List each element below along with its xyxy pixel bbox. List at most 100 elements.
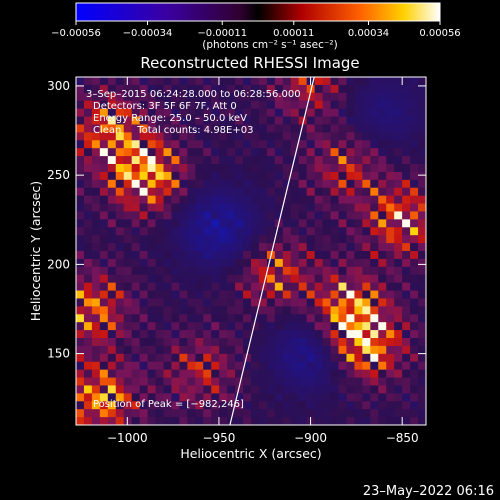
heatmap-cell bbox=[211, 306, 220, 315]
heatmap-cell bbox=[187, 116, 196, 126]
heatmap-cell bbox=[402, 140, 411, 149]
heatmap-cell bbox=[338, 219, 348, 228]
heatmap-cell bbox=[243, 345, 252, 355]
heatmap-cell bbox=[346, 322, 355, 331]
heatmap-cell bbox=[163, 393, 173, 402]
heatmap-cell bbox=[362, 314, 371, 323]
heatmap-cell bbox=[131, 298, 141, 307]
heatmap-cell bbox=[394, 330, 403, 339]
heatmap-cell bbox=[163, 156, 173, 165]
heatmap-cell bbox=[76, 187, 85, 197]
heatmap-cell bbox=[83, 227, 93, 236]
heatmap-cell bbox=[123, 100, 133, 110]
heatmap-cell bbox=[243, 401, 252, 410]
heatmap-cell bbox=[306, 108, 316, 118]
heatmap-cell bbox=[378, 345, 387, 355]
heatmap-cell bbox=[346, 258, 355, 268]
heatmap-cell bbox=[187, 243, 196, 252]
heatmap-cell bbox=[76, 377, 85, 387]
heatmap-cell bbox=[131, 369, 141, 379]
heatmap-cell bbox=[266, 116, 276, 126]
heatmap-cell bbox=[195, 77, 204, 86]
heatmap-cell bbox=[99, 77, 109, 86]
heatmap-cell bbox=[258, 116, 268, 126]
heatmap-cell bbox=[91, 306, 101, 315]
heatmap-cell bbox=[370, 84, 379, 94]
heatmap-cell bbox=[195, 409, 204, 418]
heatmap-cell bbox=[386, 266, 395, 276]
heatmap-cell bbox=[314, 219, 324, 228]
heatmap-cell bbox=[370, 290, 379, 300]
heatmap-cell bbox=[298, 369, 308, 379]
heatmap-cell bbox=[306, 187, 316, 197]
heatmap-cell bbox=[139, 148, 149, 157]
heatmap-cell bbox=[211, 353, 220, 363]
heatmap-cell bbox=[251, 92, 260, 102]
heatmap-cell bbox=[107, 417, 117, 425]
heatmap-cell bbox=[338, 338, 348, 347]
heatmap-cell bbox=[171, 282, 180, 292]
heatmap-cell bbox=[147, 100, 157, 110]
heatmap-cell bbox=[76, 108, 85, 118]
heatmap-cell bbox=[298, 219, 308, 228]
heatmap-cell bbox=[211, 219, 220, 228]
heatmap-cell bbox=[235, 227, 244, 236]
heatmap-cell bbox=[243, 156, 252, 165]
heatmap-cell bbox=[211, 251, 220, 260]
heatmap-cell bbox=[195, 393, 204, 402]
heatmap-cell bbox=[330, 306, 340, 315]
heatmap-cell bbox=[410, 77, 419, 86]
heatmap-cell bbox=[378, 338, 387, 347]
heatmap-cell bbox=[123, 282, 133, 292]
heatmap-cell bbox=[298, 258, 308, 268]
heatmap-cell bbox=[394, 401, 403, 410]
heatmap-cell bbox=[402, 290, 411, 300]
heatmap-cell bbox=[123, 195, 133, 205]
heatmap-cell bbox=[139, 393, 149, 402]
heatmap-cell bbox=[322, 282, 332, 292]
heatmap-cell bbox=[131, 314, 141, 323]
heatmap-cell bbox=[83, 306, 93, 315]
heatmap-cell bbox=[227, 361, 236, 371]
heatmap-cell bbox=[131, 417, 141, 425]
heatmap-cell bbox=[187, 195, 196, 205]
heatmap-cell bbox=[227, 353, 236, 363]
heatmap-cell bbox=[227, 171, 236, 181]
heatmap-cell bbox=[211, 338, 220, 347]
heatmap-cell bbox=[330, 219, 340, 228]
heatmap-cell bbox=[227, 251, 236, 260]
heatmap-cell bbox=[115, 100, 125, 110]
heatmap-cell bbox=[346, 92, 355, 102]
heatmap-cell bbox=[386, 171, 395, 181]
heatmap-cell bbox=[354, 211, 363, 220]
heatmap-cell bbox=[410, 187, 419, 197]
heatmap-cell bbox=[115, 108, 125, 118]
heatmap-cell bbox=[402, 164, 411, 173]
heatmap-cell bbox=[107, 171, 117, 181]
heatmap-cell bbox=[282, 243, 292, 252]
heatmap-cell bbox=[243, 338, 252, 347]
heatmap-cell bbox=[243, 77, 252, 86]
heatmap-cell bbox=[266, 377, 276, 387]
heatmap-cell bbox=[243, 409, 252, 418]
heatmap-cell bbox=[227, 203, 236, 213]
heatmap-cell bbox=[219, 243, 228, 252]
heatmap-cell bbox=[322, 235, 332, 244]
heatmap-cell bbox=[227, 77, 236, 86]
heatmap-cell bbox=[91, 156, 101, 165]
heatmap-cell bbox=[354, 132, 363, 141]
heatmap-cell bbox=[211, 148, 220, 157]
heatmap-cell bbox=[163, 377, 173, 387]
heatmap-cell bbox=[107, 156, 117, 165]
heatmap-cell bbox=[227, 195, 236, 205]
heatmap-cell bbox=[402, 235, 411, 244]
heatmap-cell bbox=[394, 132, 403, 141]
heatmap-cell bbox=[290, 306, 300, 315]
heatmap-cell bbox=[282, 235, 292, 244]
heatmap-cell bbox=[402, 108, 411, 118]
heatmap-cell bbox=[330, 156, 340, 165]
heatmap-cell bbox=[282, 171, 292, 181]
heatmap-cell bbox=[147, 211, 157, 220]
heatmap-cell bbox=[243, 290, 252, 300]
